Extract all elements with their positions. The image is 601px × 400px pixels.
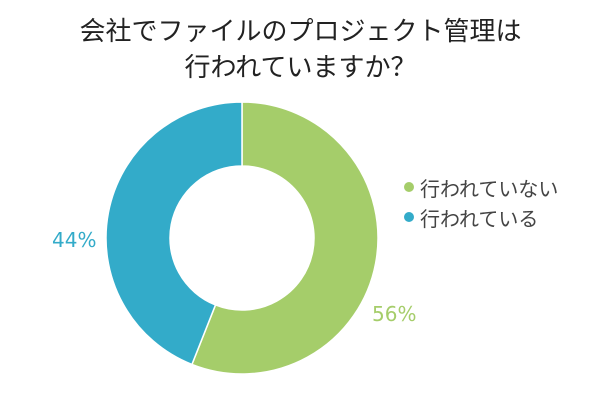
chart-title: 会社でファイルのプロジェクト管理は 行われていますか？ xyxy=(0,14,601,86)
chart-title-line-1: 会社でファイルのプロジェクト管理は xyxy=(79,17,522,47)
legend-swatch-done xyxy=(404,212,414,222)
data-label-not-done: 56% xyxy=(372,302,417,326)
chart-title-line-2: 行われていますか？ xyxy=(184,53,417,83)
legend: 行われていない 行われている xyxy=(404,172,558,232)
legend-item-done: 行われている xyxy=(404,202,558,232)
legend-label-not-done: 行われていない xyxy=(420,176,559,201)
data-label-done: 44% xyxy=(52,228,97,252)
slice-done xyxy=(105,101,243,366)
legend-label-done: 行われている xyxy=(420,206,539,231)
legend-swatch-not-done xyxy=(404,182,414,192)
slice-not-done xyxy=(190,101,379,375)
legend-item-not-done: 行われていない xyxy=(404,172,558,202)
